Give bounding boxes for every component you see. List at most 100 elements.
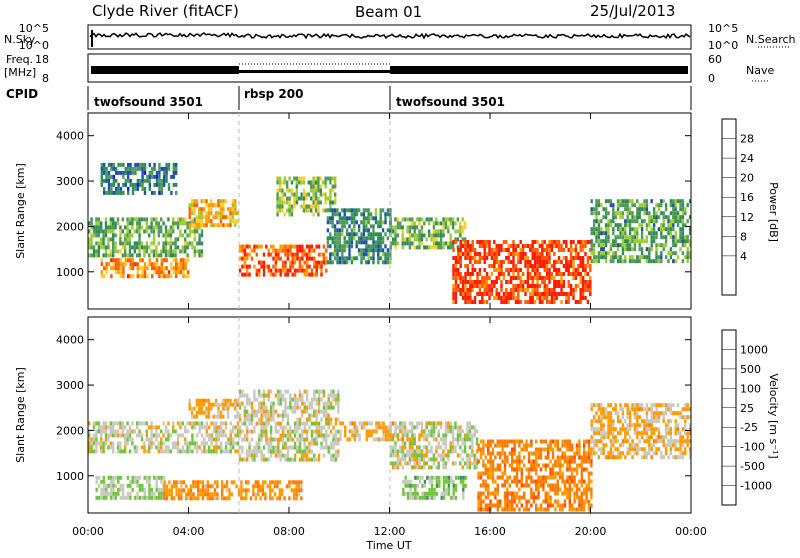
heatmap-cell xyxy=(615,447,617,451)
heatmap-cell xyxy=(479,284,481,288)
heatmap-cell xyxy=(126,429,128,433)
heatmap-cell xyxy=(382,429,384,433)
heatmap-cell xyxy=(138,225,140,229)
heatmap-cell xyxy=(232,215,234,219)
heatmap-cell xyxy=(370,421,372,425)
heatmap-cell xyxy=(126,441,128,445)
heatmap-cell xyxy=(222,407,224,411)
heatmap-cell xyxy=(409,480,411,484)
heatmap-cell xyxy=(315,197,317,201)
heatmap-cell xyxy=(581,468,583,472)
heatmap-cell xyxy=(556,280,558,284)
heatmap-cell xyxy=(501,440,503,444)
heatmap-cell xyxy=(551,240,553,244)
heatmap-cell xyxy=(334,197,336,201)
heatmap-cell xyxy=(511,496,513,500)
heatmap-cell xyxy=(484,248,486,252)
heatmap-cell xyxy=(566,456,568,460)
heatmap-cell xyxy=(517,276,519,280)
heatmap-cell xyxy=(308,193,310,197)
heatmap-cell xyxy=(431,496,433,500)
heatmap-cell xyxy=(131,221,133,225)
heatmap-cell xyxy=(167,449,169,453)
heatmap-cell xyxy=(180,496,182,500)
heatmap-cell xyxy=(143,421,145,425)
heatmap-cell xyxy=(171,484,173,488)
heatmap-cell xyxy=(329,197,331,201)
heatmap-cell xyxy=(112,484,114,488)
heatmap-cell xyxy=(474,280,476,284)
freq-panel: Freq. [MHz] 18 8 60 0 Nave xyxy=(4,53,774,85)
heatmap-cell xyxy=(208,207,210,211)
heatmap-cell xyxy=(452,272,454,276)
heatmap-cell xyxy=(122,191,124,195)
heatmap-cell xyxy=(536,280,538,284)
heatmap-cell xyxy=(409,457,411,461)
heatmap-cell xyxy=(445,429,447,433)
heatmap-cell xyxy=(282,426,284,430)
heatmap-cell xyxy=(610,423,612,427)
heatmap-cell xyxy=(572,256,574,260)
heatmap-cell xyxy=(323,402,325,406)
heatmap-cell xyxy=(122,253,124,257)
heatmap-cell xyxy=(593,243,595,247)
heatmap-cell xyxy=(304,446,306,450)
heatmap-cell xyxy=(394,245,396,249)
heatmap-cell xyxy=(353,228,355,232)
heatmap-cell xyxy=(156,488,158,492)
heatmap-cell xyxy=(577,240,579,244)
heatmap-cell xyxy=(146,437,148,441)
heatmap-cell xyxy=(292,257,294,261)
heatmap-cell xyxy=(585,452,587,456)
heatmap-cell xyxy=(682,259,684,263)
heatmap-cell xyxy=(419,476,421,480)
heatmap-cell xyxy=(158,496,160,500)
heatmap-cell xyxy=(498,276,500,280)
heatmap-cell xyxy=(182,266,184,270)
heatmap-cell xyxy=(174,245,176,249)
heatmap-cell xyxy=(489,444,491,448)
heatmap-cell xyxy=(575,268,577,272)
heatmap-cell xyxy=(291,488,293,492)
heatmap-cell xyxy=(196,215,198,219)
heatmap-cell xyxy=(332,394,334,398)
heatmap-cell xyxy=(303,177,305,181)
heatmap-cell xyxy=(472,248,474,252)
heatmap-cell xyxy=(667,223,669,227)
heatmap-cell xyxy=(505,288,507,292)
heatmap-cell xyxy=(598,239,600,243)
heatmap-cell xyxy=(165,449,167,453)
heatmap-cell xyxy=(255,484,257,488)
heatmap-cell xyxy=(435,229,437,233)
heatmap-cell xyxy=(305,197,307,201)
heatmap-cell xyxy=(341,260,343,264)
heatmap-cell xyxy=(351,208,353,212)
heatmap-cell xyxy=(335,438,337,442)
heatmap-cell xyxy=(174,441,176,445)
heatmap-cell xyxy=(522,272,524,276)
heatmap-cell xyxy=(129,496,131,500)
heatmap-cell xyxy=(518,460,520,464)
heatmap-cell xyxy=(110,496,112,500)
heatmap-cell xyxy=(245,496,247,500)
heatmap-cell xyxy=(581,480,583,484)
heatmap-cell xyxy=(551,292,553,296)
heatmap-cell xyxy=(617,243,619,247)
heatmap-cell xyxy=(246,253,248,257)
heatmap-cell xyxy=(156,258,158,262)
heatmap-cell xyxy=(677,199,679,203)
heatmap-cell xyxy=(96,480,98,484)
heatmap-cell xyxy=(464,433,466,437)
heatmap-cell xyxy=(114,421,116,425)
heatmap-cell xyxy=(336,208,338,212)
heatmap-cell xyxy=(655,211,657,215)
heatmap-cell xyxy=(377,260,379,264)
heatmap-cell xyxy=(687,255,689,259)
heatmap-cell xyxy=(275,438,277,442)
heatmap-cell xyxy=(603,255,605,259)
heatmap-cell xyxy=(471,449,473,453)
heatmap-cell xyxy=(387,425,389,429)
heatmap-cell xyxy=(610,419,612,423)
heatmap-cell xyxy=(360,220,362,224)
heatmap-cell xyxy=(134,245,136,249)
